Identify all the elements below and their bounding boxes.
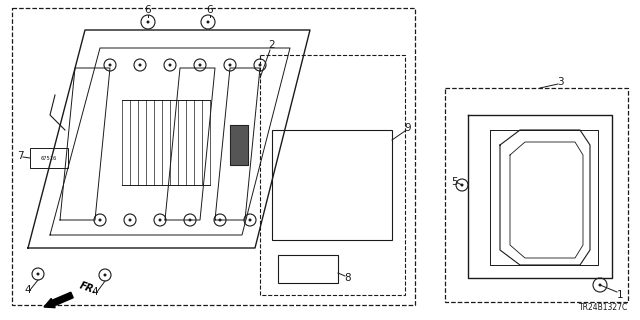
Text: TR24B1327C: TR24B1327C (579, 303, 628, 312)
Bar (278, 255, 338, 283)
Text: 2: 2 (269, 40, 275, 50)
Circle shape (461, 183, 463, 187)
Text: 1: 1 (617, 290, 623, 300)
Bar (230, 125, 248, 165)
Text: 6: 6 (207, 5, 213, 15)
Circle shape (207, 20, 209, 23)
Circle shape (198, 63, 202, 67)
Circle shape (129, 219, 131, 221)
Bar (230, 125, 248, 165)
Bar (445, 88, 628, 302)
Circle shape (598, 284, 602, 286)
Circle shape (109, 63, 111, 67)
Text: 4: 4 (25, 285, 31, 295)
Circle shape (228, 63, 232, 67)
Text: 67516: 67516 (41, 156, 57, 161)
Text: 8: 8 (345, 273, 351, 283)
Bar (30, 148, 68, 168)
Circle shape (36, 273, 40, 276)
Text: 7: 7 (17, 151, 23, 161)
Circle shape (248, 219, 252, 221)
Text: FR.: FR. (78, 280, 99, 296)
Circle shape (218, 219, 221, 221)
Circle shape (168, 63, 172, 67)
Bar (272, 130, 392, 240)
Text: 9: 9 (404, 123, 412, 133)
Text: 4: 4 (92, 287, 99, 297)
Circle shape (189, 219, 191, 221)
Circle shape (99, 219, 102, 221)
Circle shape (259, 63, 262, 67)
Circle shape (147, 20, 150, 23)
Circle shape (104, 274, 106, 276)
Text: 6: 6 (145, 5, 151, 15)
FancyArrow shape (44, 292, 73, 308)
Circle shape (138, 63, 141, 67)
Bar (12, 8, 415, 305)
Circle shape (159, 219, 161, 221)
Text: 5: 5 (452, 177, 458, 187)
Text: 3: 3 (557, 77, 563, 87)
Bar (260, 55, 405, 295)
